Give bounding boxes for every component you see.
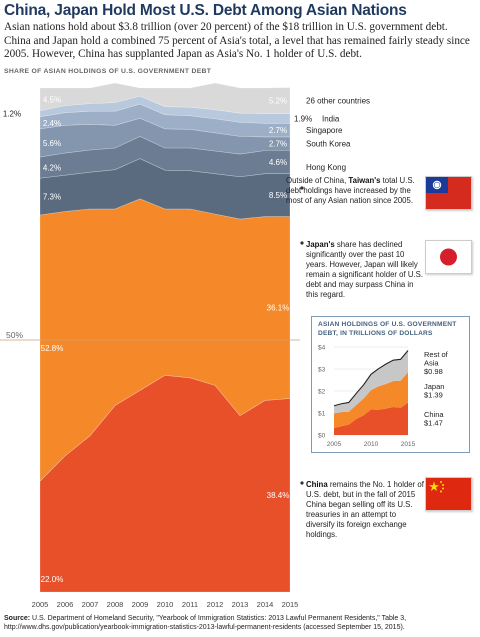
taiwan-flag-icon <box>425 176 472 210</box>
series-label-26-other-countries: 26 other countries <box>306 97 370 106</box>
value-label-taiwan-2015: 8.5% <box>269 191 287 200</box>
inset-y-tick-label: $2 <box>318 389 326 396</box>
x-tick-label: 2006 <box>57 600 74 609</box>
value-label-26-other-countries-2005: 4.5% <box>43 95 61 104</box>
area-singapore <box>39 103 291 138</box>
area-taiwan <box>39 158 291 220</box>
series-label-singapore: Singapore <box>306 126 343 135</box>
x-tick-label: 2011 <box>182 600 198 609</box>
series-label-south-korea: South Korea <box>306 140 351 149</box>
inset-series-label-rest-of-asia: Rest of <box>424 350 449 359</box>
inset-value-label-china: $1.47 <box>424 419 443 428</box>
x-tick-label: 2015 <box>282 600 299 609</box>
inset-x-tick-label: 2010 <box>364 441 379 448</box>
value-label-india-2015: 1.9% <box>294 114 312 123</box>
inset-x-tick-label: 2005 <box>327 441 342 448</box>
value-label-hong-kong-2015: 4.6% <box>269 158 287 167</box>
area-hong-kong <box>39 136 291 179</box>
connector-dot-china <box>300 481 304 485</box>
connector-dot-taiwan <box>300 186 304 190</box>
inset-y-tick-label: $3 <box>318 367 326 374</box>
inset-total-line <box>333 350 409 407</box>
inset-chart-box: ASIAN HOLDINGS OF U.S. GOVERNMENT DEBT, … <box>311 316 470 453</box>
inset-area-japan <box>334 372 408 429</box>
area-26-other-countries <box>39 82 291 115</box>
x-tick-label: 2010 <box>157 600 174 609</box>
inset-y-tick-label: $4 <box>318 345 326 352</box>
reference-line-label: 50% <box>6 330 23 340</box>
area-china <box>39 374 291 593</box>
inset-value-label-japan: $1.39 <box>424 391 443 400</box>
x-tick-label: 2008 <box>107 600 124 609</box>
inset-x-tick-label: 2015 <box>401 441 416 448</box>
series-label-hong-kong: Hong Kong <box>306 163 346 172</box>
value-label-singapore-2005: 2.4% <box>43 119 61 128</box>
series-label-india: India <box>322 114 340 123</box>
x-tick-label: 2007 <box>82 600 99 609</box>
value-label-taiwan-2005: 7.3% <box>43 193 61 202</box>
inset-chart-title: ASIAN HOLDINGS OF U.S. GOVERNMENT DEBT, … <box>318 321 457 337</box>
japan-flag-icon <box>425 240 472 274</box>
inset-area-china <box>334 402 408 435</box>
inset-value-label-rest-of-asia: $0.98 <box>424 367 443 376</box>
page-title: China, Japan Hold Most U.S. Debt Among A… <box>4 2 407 19</box>
x-tick-label: 2012 <box>207 600 224 609</box>
inset-area-rest-of-asia <box>334 350 408 414</box>
china-flag-icon <box>425 477 472 511</box>
value-label-china-2015: 38.4% <box>267 491 290 500</box>
x-tick-label: 2009 <box>132 600 149 609</box>
value-label-south-korea-2015: 2.7% <box>269 140 287 149</box>
connector-dot-japan <box>300 241 304 245</box>
inset-series-label-rest-of-asia: Asia <box>424 359 439 368</box>
area-south-korea <box>39 117 291 158</box>
inset-y-tick-label: $1 <box>318 411 326 418</box>
taiwan-annotation: Outside of China, Taiwan's total U.S. de… <box>286 176 415 205</box>
value-label-hong-kong-2005: 4.2% <box>43 164 61 173</box>
area-india <box>39 95 291 124</box>
x-tick-label: 2005 <box>32 600 49 609</box>
value-label-singapore-2015: 2.7% <box>269 126 287 135</box>
chart-subhead: SHARE OF ASIAN HOLDINGS OF U.S. GOVERNME… <box>4 68 212 75</box>
source-note: Source: U.S. Department of Homeland Secu… <box>4 615 407 631</box>
value-label-china-2005: 22.0% <box>41 575 64 584</box>
intro-paragraph: Asian nations hold about $3.8 trillion (… <box>4 21 470 60</box>
value-label-japan-2015: 36.1% <box>267 303 290 312</box>
value-label-japan-2005: 52.8% <box>41 344 64 353</box>
china-annotation: China remains the No. 1 holder of U.S. d… <box>306 480 424 539</box>
value-label-26-other-countries-2015: 5.2% <box>269 97 287 106</box>
x-tick-label: 2013 <box>232 600 249 609</box>
japan-annotation: Japan's share has declined significantly… <box>306 240 424 299</box>
value-label-india-2005: 1.2% <box>3 110 21 119</box>
inset-series-label-china: China <box>424 410 444 419</box>
value-label-south-korea-2005: 5.6% <box>43 139 61 148</box>
inset-y-tick-label: $0 <box>318 433 326 440</box>
inset-area-chart: $0 $1 $2 $3 $4 2005 2010 2015 China$1.47 Japan$1.… <box>318 345 449 449</box>
inset-series-label-japan: Japan <box>424 382 444 391</box>
x-tick-label: 2014 <box>257 600 274 609</box>
